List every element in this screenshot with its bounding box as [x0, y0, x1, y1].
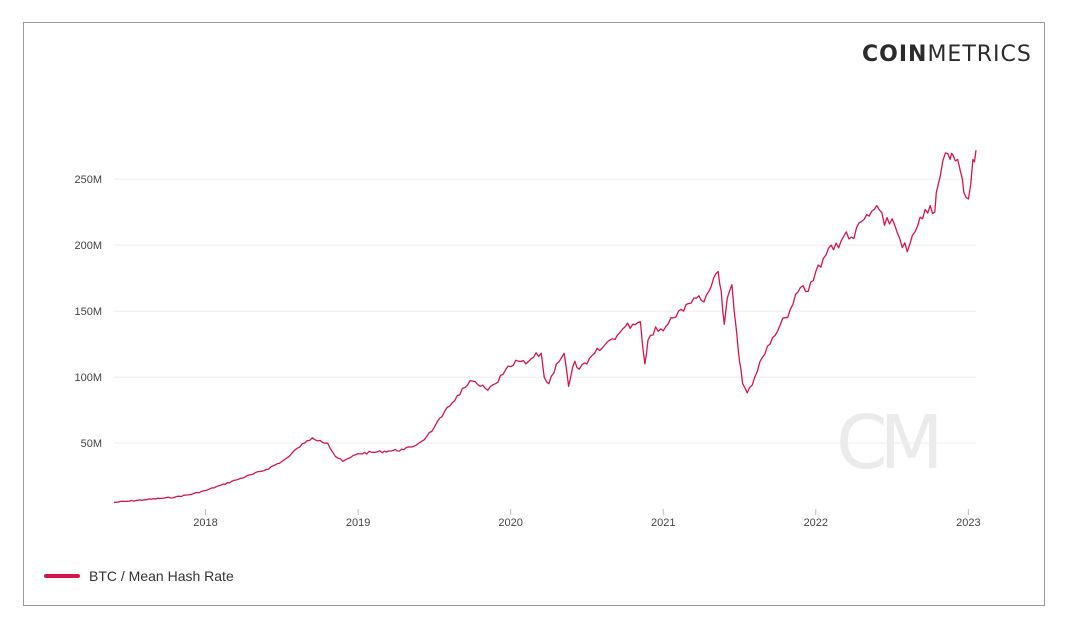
x-tick-label: 2022: [804, 517, 828, 529]
y-axis-ticks: 50M 100M 150M 200M 250M: [74, 174, 102, 450]
grid-lines: [114, 178, 976, 444]
x-tick-label: 2019: [346, 517, 370, 529]
y-tick-label: 50M: [81, 438, 102, 450]
y-tick-label: 250M: [74, 174, 102, 186]
logo-bold-text: COIN: [862, 42, 928, 67]
x-tick-label: 2020: [498, 517, 522, 529]
x-axis-ticks: 2018 2019 2020 2021 2022 2023: [193, 509, 981, 529]
legend-swatch: [44, 574, 80, 578]
y-tick-label: 100M: [74, 372, 102, 384]
legend[interactable]: BTC / Mean Hash Rate: [44, 568, 234, 584]
logo-light-text: METRICS: [927, 42, 1032, 67]
x-tick-label: 2023: [956, 517, 980, 529]
legend-label: BTC / Mean Hash Rate: [89, 568, 234, 584]
chart-frame: COINMETRICS CM 50M 100M 150M 200M 250M 2018 2…: [23, 22, 1045, 606]
coinmetrics-logo: COINMETRICS: [862, 42, 1032, 67]
y-tick-label: 150M: [74, 306, 102, 318]
x-tick-label: 2021: [651, 517, 675, 529]
x-tick-label: 2018: [193, 517, 217, 529]
y-tick-label: 200M: [74, 240, 102, 252]
series-line-btc-mean-hash-rate: [113, 150, 977, 504]
